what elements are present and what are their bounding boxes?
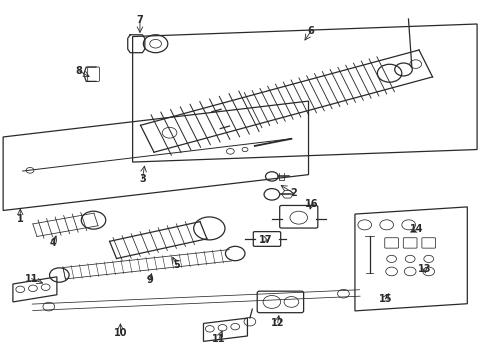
Text: 16: 16 bbox=[305, 199, 318, 209]
Text: 8: 8 bbox=[75, 66, 82, 76]
Text: 2: 2 bbox=[291, 188, 297, 198]
Text: 4: 4 bbox=[50, 238, 57, 248]
Text: 17: 17 bbox=[259, 235, 272, 245]
Text: 13: 13 bbox=[418, 264, 432, 274]
Text: 15: 15 bbox=[378, 294, 392, 304]
Text: 9: 9 bbox=[147, 275, 153, 285]
Text: 11: 11 bbox=[24, 274, 38, 284]
Text: 1: 1 bbox=[17, 215, 24, 224]
Text: 11: 11 bbox=[212, 333, 226, 343]
Text: 6: 6 bbox=[308, 26, 315, 36]
Text: 12: 12 bbox=[271, 318, 285, 328]
Text: 7: 7 bbox=[137, 15, 143, 26]
Text: 14: 14 bbox=[410, 224, 424, 234]
Text: 3: 3 bbox=[139, 174, 146, 184]
Text: 10: 10 bbox=[114, 328, 127, 338]
Text: 5: 5 bbox=[173, 260, 180, 270]
